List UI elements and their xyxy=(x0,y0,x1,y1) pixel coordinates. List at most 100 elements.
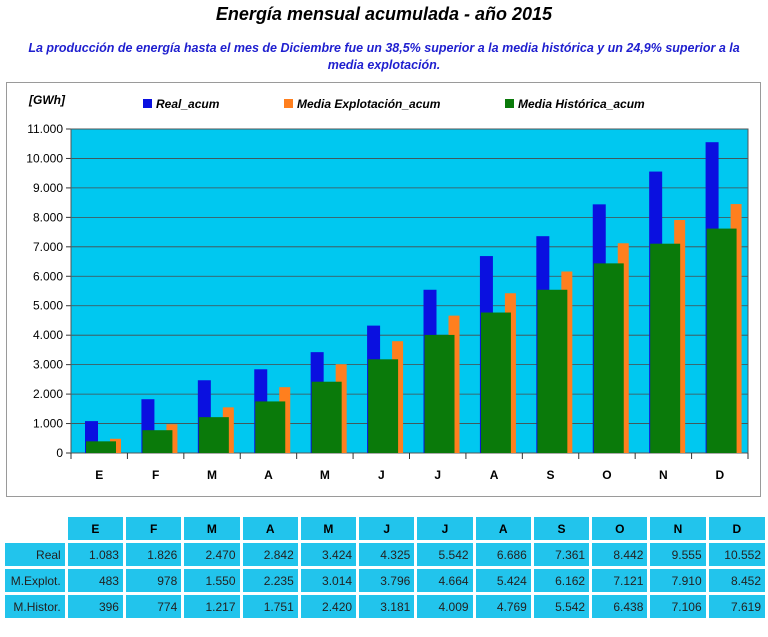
table-cell: 6.438 xyxy=(592,595,648,618)
y-tick-label: 3.000 xyxy=(33,358,63,372)
table-cell: 483 xyxy=(67,569,123,592)
table-header-cell: A xyxy=(242,517,298,540)
table-cell: 7.361 xyxy=(533,543,590,566)
table-cell: 3.014 xyxy=(300,569,357,592)
bar-historica xyxy=(706,228,737,453)
table-cell: 2.470 xyxy=(184,543,240,566)
table-cell: 2.842 xyxy=(242,543,298,566)
data-table: E F M A M J J A S O N D Real 1.083 1.826 2.470 2.842 3.42… xyxy=(2,514,768,621)
table-cell: 5.542 xyxy=(417,543,473,566)
y-axis-label: [GWh] xyxy=(28,93,66,107)
y-tick-label: 4.000 xyxy=(33,328,63,342)
table-header-cell: M xyxy=(300,517,357,540)
bar-historica xyxy=(255,401,286,453)
table-cell: 1.083 xyxy=(67,543,123,566)
table-cell: 4.769 xyxy=(475,595,531,618)
table-row-label: M.Histor. xyxy=(5,595,65,618)
x-tick-label: E xyxy=(95,468,103,482)
table-cell: 10.552 xyxy=(708,543,765,566)
table-cell: 8.452 xyxy=(708,569,765,592)
table-cell: 9.555 xyxy=(650,543,706,566)
table-cell: 1.826 xyxy=(125,543,182,566)
bar-chart: 0 1.000 2.000 3.000 4.000 5.000 6.000 7.000 8.00… xyxy=(26,93,749,482)
bar-historica xyxy=(311,381,342,453)
bar-historica xyxy=(650,243,681,453)
table-row: M.Histor. 396 774 1.217 1.751 2.420 3.181 4.009… xyxy=(5,595,765,618)
table-cell: 5.424 xyxy=(475,569,531,592)
y-tick-label: 8.000 xyxy=(33,210,63,224)
x-tick-label: J xyxy=(378,468,385,482)
y-tick-label: 2.000 xyxy=(33,387,63,401)
x-tick-label: M xyxy=(320,468,330,482)
table-header-cell: A xyxy=(475,517,531,540)
legend-label: Media Histórica_acum xyxy=(518,97,645,111)
table-cell: 1.751 xyxy=(242,595,298,618)
legend-label: Media Explotación_acum xyxy=(297,97,441,111)
table-cell: 978 xyxy=(125,569,182,592)
table-cell: 5.542 xyxy=(533,595,590,618)
x-tick-label: N xyxy=(659,468,668,482)
table-cell: 2.420 xyxy=(300,595,357,618)
bar-historica xyxy=(424,334,455,453)
y-tick-label: 9.000 xyxy=(33,181,63,195)
y-tick-label: 11.000 xyxy=(27,122,63,136)
bar-historica xyxy=(142,430,173,453)
table-cell: 3.181 xyxy=(359,595,415,618)
bar-historica xyxy=(593,263,624,453)
table-cell: 4.009 xyxy=(417,595,473,618)
legend-swatch xyxy=(505,99,514,108)
legend-swatch xyxy=(284,99,293,108)
table-row-label: M.Explot. xyxy=(5,569,65,592)
table-cell: 6.686 xyxy=(475,543,531,566)
bar-historica xyxy=(537,289,568,453)
chart-frame: 0 1.000 2.000 3.000 4.000 5.000 6.000 7.000 8.00… xyxy=(6,82,761,497)
table-cell: 396 xyxy=(67,595,123,618)
bar-historica xyxy=(480,312,511,453)
x-tick-label: F xyxy=(152,468,159,482)
table-header-cell: D xyxy=(708,517,765,540)
table-cell: 7.619 xyxy=(708,595,765,618)
plot-area xyxy=(71,129,748,453)
table-header-cell: O xyxy=(592,517,648,540)
y-tick-label: 7.000 xyxy=(33,240,63,254)
table-cell: 1.217 xyxy=(184,595,240,618)
table-header-cell: M xyxy=(184,517,240,540)
y-tick-label: 6.000 xyxy=(33,269,63,283)
chart-title: Energía mensual acumulada - año 2015 xyxy=(215,4,553,24)
table-cell: 3.424 xyxy=(300,543,357,566)
table-cell: 8.442 xyxy=(592,543,648,566)
x-tick-label: S xyxy=(547,468,555,482)
legend-label: Real_acum xyxy=(156,97,220,111)
table-header-cell: J xyxy=(417,517,473,540)
legend-swatch xyxy=(143,99,152,108)
table-row: Real 1.083 1.826 2.470 2.842 3.424 4.325 5.542 6… xyxy=(5,543,765,566)
table-cell: 7.910 xyxy=(650,569,706,592)
x-tick-label: J xyxy=(434,468,441,482)
table-cell: 3.796 xyxy=(359,569,415,592)
table-header-cell: E xyxy=(67,517,123,540)
chart-subtitle: La producción de energía hasta el mes de… xyxy=(28,41,740,72)
bar-historica xyxy=(368,359,399,453)
y-tick-label: 5.000 xyxy=(33,299,63,313)
table-corner xyxy=(5,517,65,540)
x-tick-label: M xyxy=(207,468,217,482)
x-tick-label: D xyxy=(715,468,724,482)
table-cell: 4.664 xyxy=(417,569,473,592)
table-cell: 774 xyxy=(125,595,182,618)
table-cell: 7.121 xyxy=(592,569,648,592)
table-cell: 1.550 xyxy=(184,569,240,592)
table-cell: 2.235 xyxy=(242,569,298,592)
table-header-cell: S xyxy=(533,517,590,540)
bar-historica xyxy=(198,417,229,453)
y-tick-label: 0 xyxy=(56,446,63,460)
bar-historica xyxy=(86,441,116,453)
table-row: M.Explot. 483 978 1.550 2.235 3.014 3.796 4.664… xyxy=(5,569,765,592)
y-tick-label: 10.000 xyxy=(26,151,63,165)
table-cell: 6.162 xyxy=(533,569,590,592)
table-header-cell: F xyxy=(125,517,182,540)
table-header-cell: J xyxy=(359,517,415,540)
y-tick-label: 1.000 xyxy=(33,417,63,431)
table-header-cell: N xyxy=(650,517,706,540)
table-cell: 4.325 xyxy=(359,543,415,566)
